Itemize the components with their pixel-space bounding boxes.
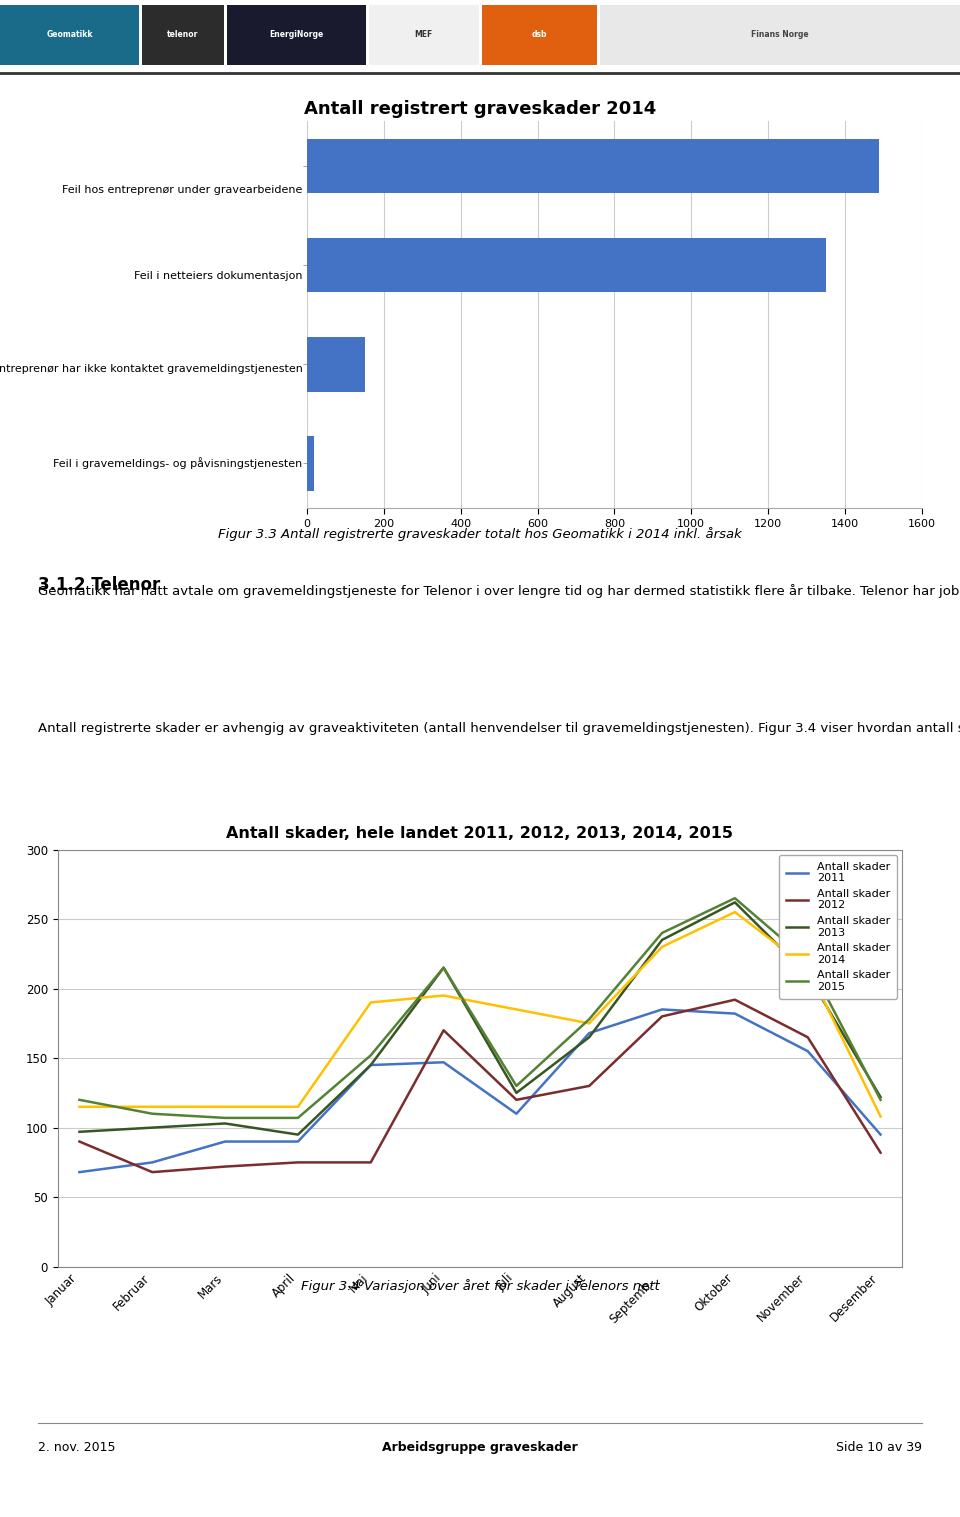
Text: Figur 3.3 Antall registrerte graveskader totalt hos Geomatikk i 2014 inkl. årsak: Figur 3.3 Antall registrerte graveskader…: [218, 526, 742, 542]
Title: Antall skader, hele landet 2011, 2012, 2013, 2014, 2015: Antall skader, hele landet 2011, 2012, 2…: [227, 827, 733, 842]
Text: dsb: dsb: [532, 30, 547, 39]
Text: 3.1.2 Telenor: 3.1.2 Telenor: [38, 576, 160, 595]
Legend: Antall skader
2011, Antall skader
2012, Antall skader
2013, Antall skader
2014, : Antall skader 2011, Antall skader 2012, …: [780, 856, 897, 998]
Text: 2. nov. 2015: 2. nov. 2015: [38, 1441, 116, 1455]
Text: Figur 3.4 Variasjon over året for skader i Telenors nett: Figur 3.4 Variasjon over året for skader…: [300, 1279, 660, 1294]
Text: telenor: telenor: [167, 30, 199, 39]
Text: Antall registrert graveskader 2014: Antall registrert graveskader 2014: [304, 100, 656, 118]
Bar: [307, 238, 826, 293]
Text: Geomatikk har hatt avtale om gravemeldingstjeneste for Telenor i over lengre tid: Geomatikk har hatt avtale om gravemeldin…: [38, 584, 960, 598]
Bar: [307, 435, 314, 490]
Text: EnergiNorge: EnergiNorge: [269, 30, 324, 39]
Text: Geomatikk: Geomatikk: [46, 30, 93, 39]
Text: Side 10 av 39: Side 10 av 39: [835, 1441, 922, 1455]
Text: Feil i gravemeldings- og påvisningstjenesten: Feil i gravemeldings- og påvisningstjene…: [53, 457, 302, 469]
Text: Antall registrerte skader er avhengig av graveaktiviteten (antall henvendelser t: Antall registrerte skader er avhengig av…: [38, 721, 960, 734]
Text: Entreprenør har ikke kontaktet gravemeldingstjenesten: Entreprenør har ikke kontaktet gravemeld…: [0, 364, 302, 373]
Text: Feil i netteiers dokumentasjon: Feil i netteiers dokumentasjon: [133, 272, 302, 281]
Text: MEF: MEF: [415, 30, 433, 39]
Text: Arbeidsgruppe graveskader: Arbeidsgruppe graveskader: [382, 1441, 578, 1455]
Text: Finans Norge: Finans Norge: [751, 30, 809, 39]
Bar: [307, 337, 365, 391]
Bar: [307, 140, 879, 194]
Text: Feil hos entreprenør under gravearbeidene: Feil hos entreprenør under gravearbeiden…: [62, 185, 302, 194]
